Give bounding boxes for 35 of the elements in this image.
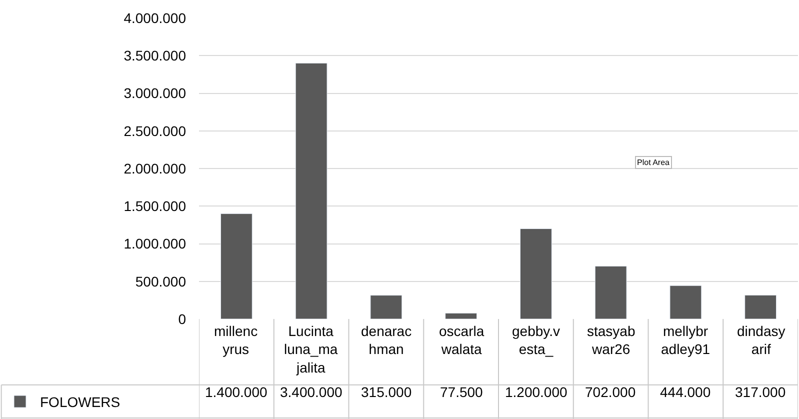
y-tick-label: 2.500.000 bbox=[124, 122, 186, 139]
text: 3.400.000 bbox=[280, 384, 342, 400]
legend-label: FOLOWERS bbox=[40, 394, 120, 410]
bar bbox=[295, 62, 328, 319]
x-tick-label: mellybradley91 bbox=[661, 323, 710, 358]
bar bbox=[220, 213, 252, 319]
x-tick-label: dindasyarif bbox=[737, 323, 786, 358]
annotation: Plot Area bbox=[637, 158, 670, 167]
x-tick-label: gebby.vesta_ bbox=[512, 323, 560, 358]
text: 1.200.000 bbox=[505, 384, 568, 400]
bar bbox=[520, 228, 552, 319]
y-tick-label: 4.000.000 bbox=[124, 10, 186, 26]
x-tick-label: stasyabwar26 bbox=[587, 323, 636, 358]
y-tick-label: 1.500.000 bbox=[124, 198, 186, 214]
text: 77.500 bbox=[440, 384, 483, 400]
text: 315.000 bbox=[361, 384, 412, 400]
y-tick-label: 2.000.000 bbox=[124, 160, 186, 176]
text: 444.000 bbox=[660, 384, 711, 400]
bar bbox=[370, 295, 402, 319]
bar bbox=[445, 312, 478, 319]
x-tick-label: Lucintaluna_majalita bbox=[284, 323, 338, 376]
bar bbox=[744, 294, 777, 319]
bar bbox=[594, 266, 627, 319]
x-tick-label: oscarlawalata bbox=[439, 323, 484, 358]
text: 317.000 bbox=[735, 384, 786, 400]
y-tick-label: 3.500.000 bbox=[124, 48, 186, 64]
y-tick-label: 500.000 bbox=[135, 273, 186, 290]
x-tick-label: millencyrus bbox=[214, 323, 258, 358]
y-tick-label: 3.000.000 bbox=[124, 85, 186, 102]
x-tick-label: denarachman bbox=[361, 323, 412, 358]
bar bbox=[670, 285, 702, 319]
y-tick-label: 0 bbox=[178, 310, 186, 327]
text: 702.000 bbox=[585, 384, 636, 400]
y-tick-label: 1.000.000 bbox=[124, 236, 186, 252]
text: 1.400.000 bbox=[205, 384, 268, 400]
